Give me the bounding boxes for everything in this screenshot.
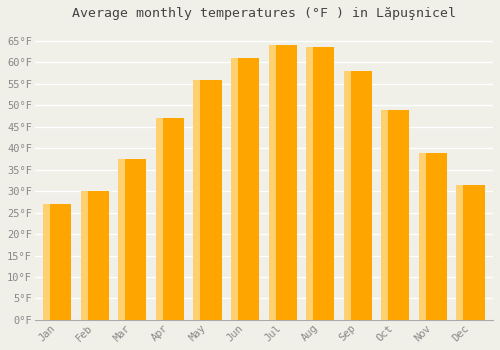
Title: Average monthly temperatures (°F ) in Lăpuşnicel: Average monthly temperatures (°F ) in Lă…	[72, 7, 456, 20]
Bar	[43, 204, 72, 320]
Bar	[118, 159, 146, 320]
Bar	[344, 71, 351, 320]
Bar	[268, 45, 276, 320]
Bar	[419, 153, 426, 320]
Bar	[268, 45, 297, 320]
Bar	[231, 58, 238, 320]
Bar	[306, 47, 334, 320]
Bar	[344, 71, 372, 320]
Bar	[194, 79, 222, 320]
Bar	[43, 204, 50, 320]
Bar	[156, 118, 163, 320]
Bar	[456, 185, 484, 320]
Bar	[306, 47, 313, 320]
Bar	[80, 191, 88, 320]
Bar	[80, 191, 109, 320]
Bar	[456, 185, 464, 320]
Bar	[156, 118, 184, 320]
Bar	[231, 58, 259, 320]
Bar	[118, 159, 126, 320]
Bar	[382, 110, 409, 320]
Bar	[194, 79, 200, 320]
Bar	[419, 153, 447, 320]
Bar	[382, 110, 388, 320]
